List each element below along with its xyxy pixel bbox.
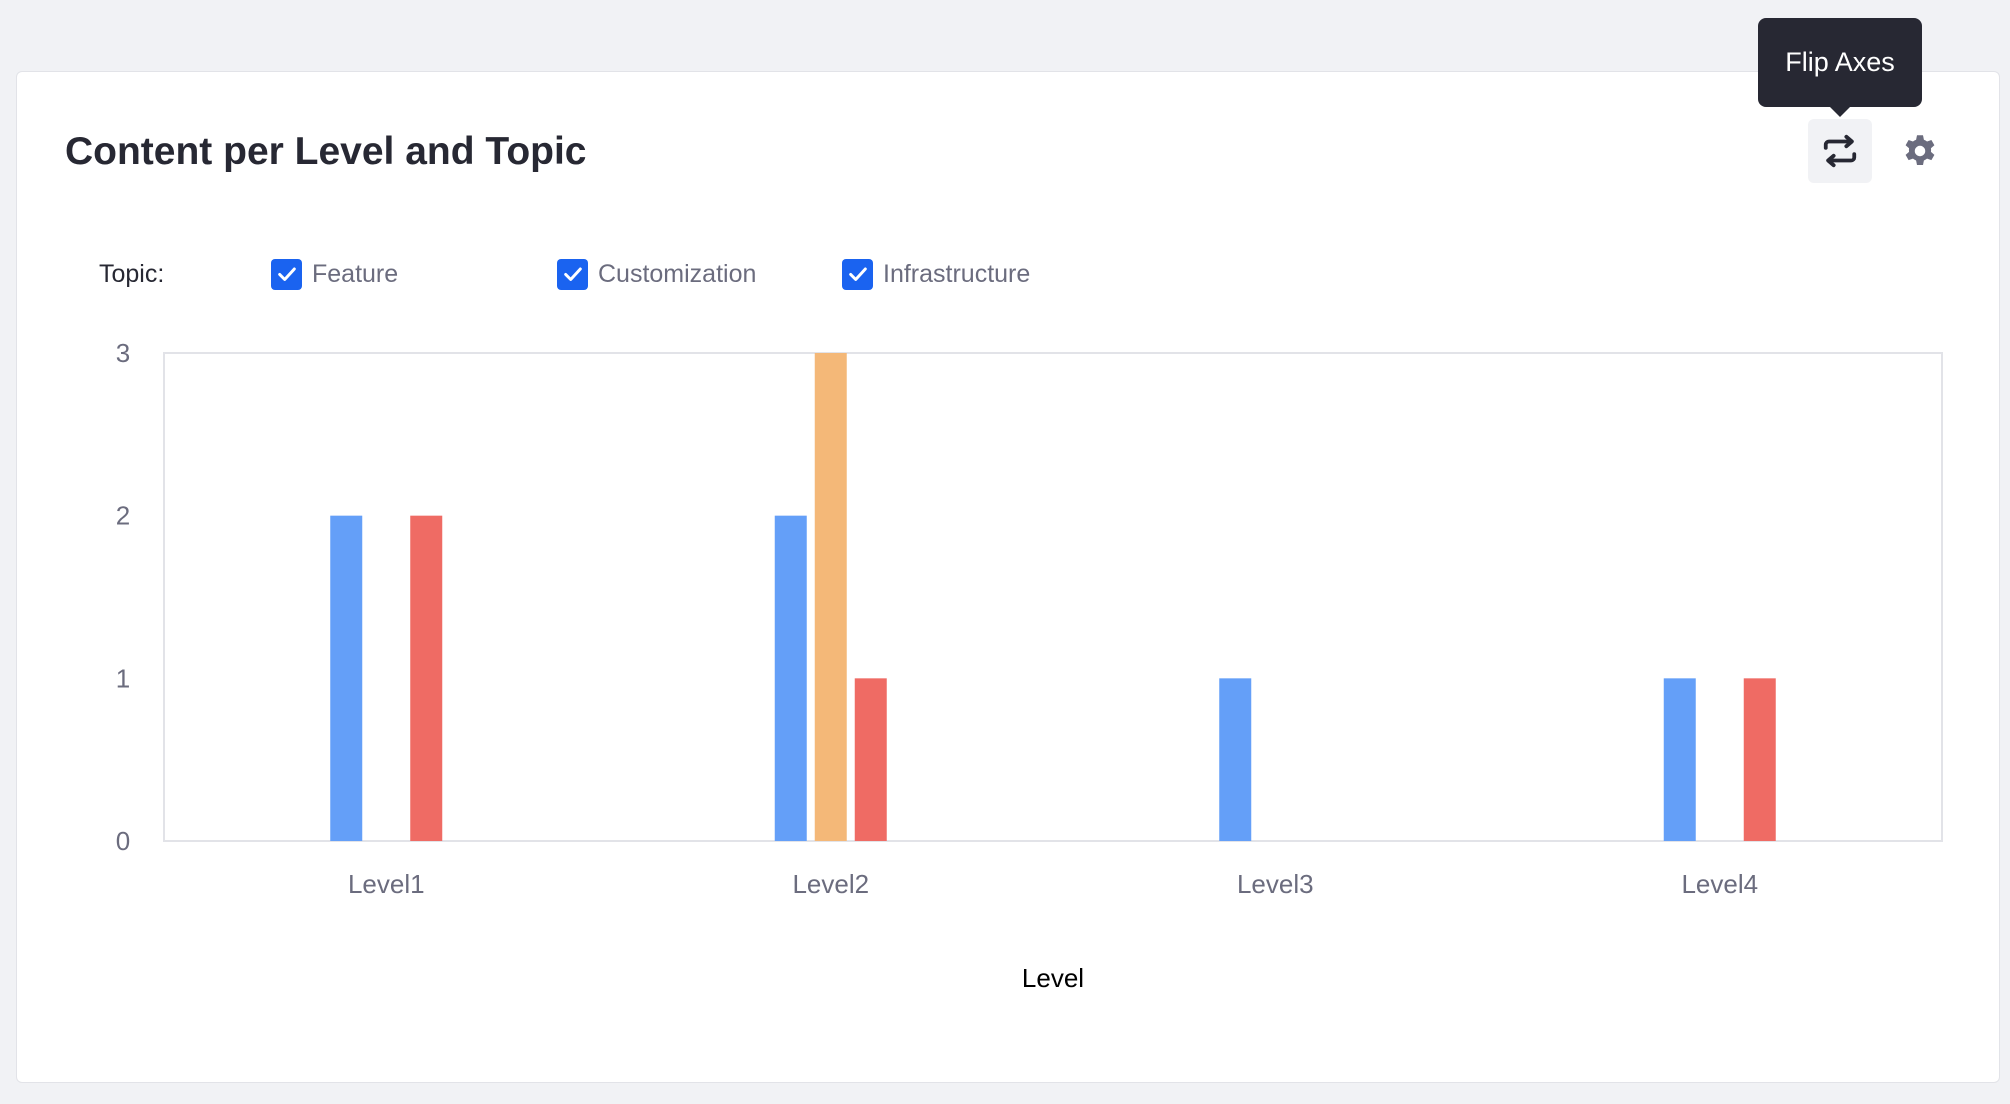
x-tick-label: Level4: [1681, 869, 1758, 899]
bar-feature-level4[interactable]: [1663, 678, 1696, 841]
x-axis-label: Level: [1022, 963, 1084, 993]
gear-icon: [1905, 135, 1935, 165]
checkbox-customization[interactable]: Customization: [557, 254, 756, 294]
bar-infrastructure-level4[interactable]: [1743, 678, 1776, 841]
bar-feature-level2[interactable]: [774, 515, 807, 841]
bar-infrastructure-level2[interactable]: [854, 678, 887, 841]
flip-axes-button[interactable]: [1808, 119, 1872, 183]
swap-arrows-icon: [1823, 134, 1857, 168]
topic-filter: Topic: Feature Customization Infrastruct…: [99, 254, 1299, 294]
checkbox-checked-icon: [842, 258, 873, 290]
flip-axes-tooltip: Flip Axes: [1758, 18, 1922, 117]
settings-button[interactable]: [1888, 119, 1952, 183]
checkbox-infrastructure[interactable]: Infrastructure: [842, 254, 1030, 294]
x-tick-label: Level3: [1237, 869, 1314, 899]
checkbox-feature-label: Feature: [312, 259, 399, 288]
y-tick-label: 3: [116, 338, 130, 368]
bars: [330, 353, 1776, 841]
bar-feature-level3[interactable]: [1219, 678, 1252, 841]
y-tick-label: 0: [116, 826, 130, 856]
topic-filter-label: Topic:: [99, 260, 165, 288]
checkbox-customization-label: Customization: [598, 259, 757, 288]
y-tick-label: 2: [116, 501, 130, 531]
page-title: Content per Level and Topic: [65, 130, 587, 173]
x-tick-label: Level2: [792, 869, 869, 899]
x-axis: Level1 Level2 Level3 Level4: [348, 869, 1758, 899]
checkbox-feature[interactable]: Feature: [271, 254, 398, 294]
y-tick-label: 1: [116, 663, 130, 693]
bar-feature-level1[interactable]: [330, 515, 363, 841]
bar-infrastructure-level1[interactable]: [410, 515, 443, 841]
checkbox-infrastructure-label: Infrastructure: [883, 259, 1031, 288]
y-axis: 0 1 2 3: [116, 338, 130, 856]
plot-area: [163, 352, 1943, 842]
checkbox-checked-icon: [557, 258, 588, 290]
checkbox-checked-icon: [271, 258, 302, 290]
bar-customization-level2[interactable]: [814, 353, 847, 841]
x-tick-label: Level1: [348, 869, 425, 899]
